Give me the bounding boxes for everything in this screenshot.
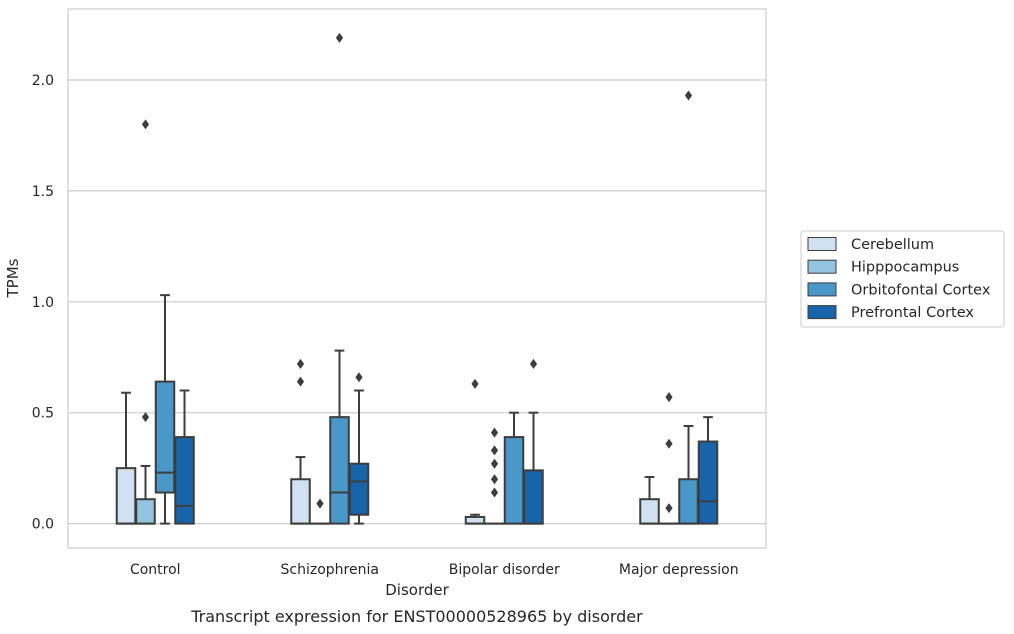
y-axis-label: TPMs bbox=[4, 258, 22, 298]
y-tick-label: 2.0 bbox=[32, 73, 54, 89]
outlier-point bbox=[529, 358, 538, 369]
legend-frame bbox=[800, 230, 1005, 328]
x-axis-label: Disorder bbox=[385, 581, 449, 599]
box-prefrontal-cortex bbox=[523, 358, 544, 525]
outlier-point bbox=[471, 378, 479, 389]
y-tick-label: 1.5 bbox=[32, 184, 54, 200]
outlier-point bbox=[490, 458, 499, 469]
box-prefrontal-cortex bbox=[174, 389, 195, 525]
legend-label: Prefrontal Cortex bbox=[851, 305, 974, 321]
box-cerebellum bbox=[464, 378, 486, 525]
outlier-point bbox=[296, 358, 305, 369]
outlier-point bbox=[490, 445, 499, 456]
legend-label: Orbitofontal Cortex bbox=[851, 282, 991, 298]
outlier-point bbox=[141, 412, 150, 423]
legend-swatch bbox=[807, 237, 837, 251]
box-body bbox=[290, 478, 311, 525]
legend: Cerebellum Hipppocampus Orbitofontal Corte… bbox=[800, 230, 1005, 328]
legend-label: Hipppocampus bbox=[851, 260, 959, 276]
box-body bbox=[174, 436, 195, 525]
outlier-point bbox=[490, 487, 499, 498]
plot-frame bbox=[67, 8, 767, 549]
box-body bbox=[135, 498, 156, 525]
box-cerebellum bbox=[115, 391, 137, 525]
x-tick-label: Bipolar disorder bbox=[449, 562, 560, 578]
chart-caption: Transcript expression for ENST0000052896… bbox=[190, 607, 643, 626]
x-tick-labels: Control Schizophrenia Bipolar disorder Majo… bbox=[130, 562, 739, 578]
x-tick-label: Control bbox=[130, 562, 181, 578]
legend-label: Cerebellum bbox=[851, 237, 934, 253]
box-series bbox=[115, 32, 719, 525]
outlier-point bbox=[684, 90, 693, 101]
box-orbitofontal-cortex bbox=[154, 294, 176, 525]
box-cerebellum bbox=[290, 358, 311, 525]
box-body bbox=[154, 380, 176, 494]
legend-swatch bbox=[807, 282, 837, 297]
outlier-point bbox=[335, 32, 344, 43]
y-tick-label: 1.0 bbox=[32, 295, 54, 311]
box-hipppocampus bbox=[484, 427, 505, 525]
box-body bbox=[503, 436, 525, 525]
box-prefrontal-cortex bbox=[348, 372, 370, 525]
y-tick-labels: 0.0 0.5 1.0 1.5 2.0 bbox=[32, 73, 54, 533]
outlier-point bbox=[296, 376, 305, 387]
outlier-point bbox=[355, 372, 363, 383]
box-orbitofontal-cortex bbox=[678, 90, 699, 525]
box-hipppocampus bbox=[658, 392, 680, 525]
legend-swatch bbox=[807, 259, 837, 274]
box-body bbox=[115, 467, 137, 525]
box-orbitofontal-cortex bbox=[503, 411, 525, 525]
box-body bbox=[678, 478, 699, 525]
outlier-point bbox=[665, 438, 673, 449]
box-hipppocampus bbox=[309, 498, 331, 525]
outlier-point bbox=[665, 392, 673, 403]
outlier-point bbox=[141, 119, 150, 130]
box-hipppocampus bbox=[135, 119, 156, 525]
outlier-point bbox=[316, 498, 324, 509]
x-tick-label: Major depression bbox=[619, 562, 739, 578]
legend-swatch bbox=[807, 305, 837, 320]
box-body bbox=[329, 416, 350, 525]
x-tick-label: Schizophrenia bbox=[281, 562, 379, 578]
y-tick-label: 0.0 bbox=[32, 517, 54, 533]
box-body bbox=[523, 469, 544, 525]
outlier-point bbox=[490, 474, 499, 485]
box-prefrontal-cortex bbox=[697, 416, 719, 525]
y-tick-label: 0.5 bbox=[32, 406, 54, 422]
outlier-point bbox=[665, 503, 673, 514]
box-body bbox=[348, 462, 370, 516]
box-cerebellum bbox=[639, 476, 660, 525]
box-body bbox=[697, 440, 719, 525]
box-body bbox=[639, 498, 660, 525]
outlier-point bbox=[490, 427, 499, 438]
box-orbitofontal-cortex bbox=[329, 32, 350, 525]
